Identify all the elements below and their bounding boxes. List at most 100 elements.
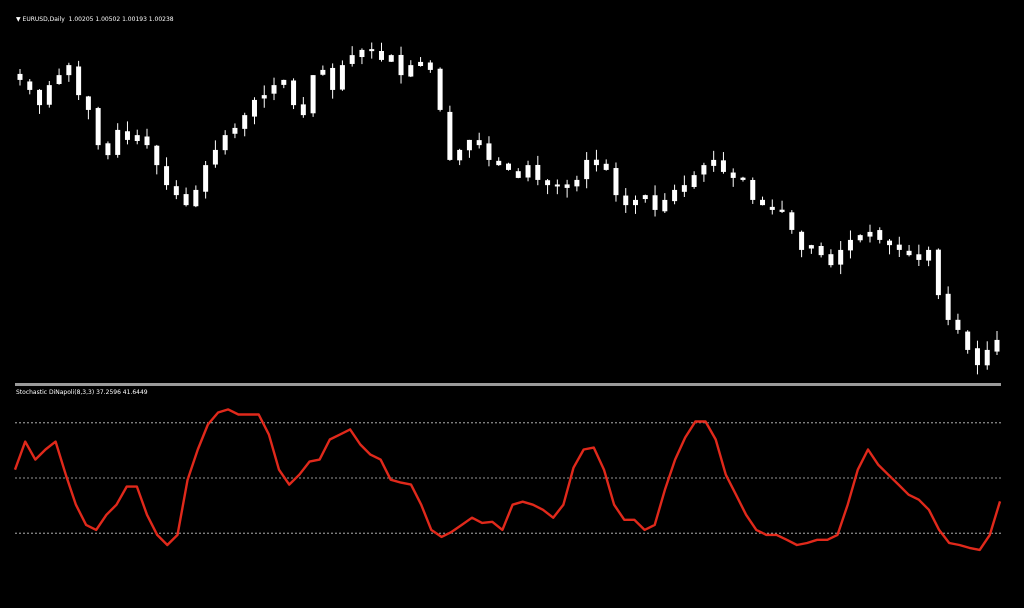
candle-body bbox=[593, 159, 599, 166]
candle-body bbox=[398, 54, 404, 76]
candle bbox=[642, 194, 648, 203]
candle bbox=[799, 230, 805, 258]
candle-body bbox=[466, 139, 472, 151]
candle-body bbox=[584, 159, 590, 180]
candle bbox=[486, 136, 492, 167]
candle-body bbox=[935, 249, 941, 296]
candle bbox=[193, 185, 199, 208]
candle-body bbox=[642, 195, 648, 200]
candle bbox=[847, 230, 853, 259]
candle bbox=[242, 112, 248, 137]
candle bbox=[789, 210, 795, 234]
candle-body bbox=[17, 73, 23, 80]
candle bbox=[779, 200, 785, 213]
candle bbox=[76, 60, 82, 100]
candle-body bbox=[281, 79, 287, 85]
candle bbox=[212, 140, 218, 168]
candle-body bbox=[808, 245, 814, 249]
candle-body bbox=[672, 189, 678, 202]
candle-body bbox=[974, 348, 980, 366]
candle bbox=[994, 331, 1000, 356]
candle-body bbox=[681, 185, 687, 192]
candle bbox=[945, 286, 951, 326]
candle bbox=[27, 79, 33, 95]
candle-body bbox=[769, 206, 775, 210]
candle-body bbox=[662, 199, 668, 212]
panel-separator[interactable] bbox=[15, 383, 1001, 386]
candle-body bbox=[916, 254, 922, 260]
stochastic-levels bbox=[15, 422, 1001, 534]
candle bbox=[457, 148, 463, 166]
candle-body bbox=[506, 163, 511, 170]
candle-body bbox=[877, 230, 883, 240]
candle bbox=[828, 249, 834, 268]
ohlc-values: 1.00205 1.00502 1.00193 1.00238 bbox=[68, 16, 174, 23]
candle bbox=[857, 234, 863, 243]
candle bbox=[877, 227, 883, 244]
candle-body bbox=[154, 145, 160, 166]
candle bbox=[164, 157, 170, 190]
candle-body bbox=[349, 55, 355, 64]
candle-body bbox=[222, 135, 228, 151]
candle-body bbox=[193, 189, 199, 207]
candle bbox=[388, 54, 394, 62]
candle-body bbox=[838, 249, 844, 265]
candle bbox=[623, 188, 629, 213]
candle bbox=[173, 180, 179, 200]
candle-body bbox=[887, 240, 893, 246]
candle bbox=[437, 67, 443, 112]
candle-body bbox=[554, 184, 560, 187]
candle-body bbox=[85, 96, 91, 110]
candle-body bbox=[730, 172, 736, 178]
candle bbox=[916, 244, 922, 267]
candle-body bbox=[896, 244, 902, 250]
candle-body bbox=[212, 149, 218, 165]
candle-body bbox=[173, 186, 179, 196]
candle bbox=[232, 123, 238, 139]
candle-body bbox=[789, 212, 795, 230]
candle bbox=[906, 244, 912, 257]
candle-body bbox=[965, 331, 971, 350]
candle bbox=[320, 65, 326, 76]
candle bbox=[584, 152, 590, 189]
candle-body bbox=[134, 135, 140, 141]
candle-body bbox=[515, 171, 521, 178]
candle bbox=[711, 150, 717, 172]
candle-body bbox=[623, 195, 629, 206]
candle bbox=[769, 199, 775, 215]
candle bbox=[398, 46, 404, 84]
candle-body bbox=[37, 89, 43, 106]
candle bbox=[330, 63, 336, 99]
candle bbox=[466, 139, 472, 158]
candle-body bbox=[330, 67, 336, 90]
candle bbox=[681, 175, 687, 197]
candle bbox=[261, 85, 267, 108]
candle bbox=[378, 42, 384, 62]
candle bbox=[251, 97, 257, 125]
candle-body bbox=[926, 249, 932, 261]
candle-body bbox=[486, 143, 492, 160]
candle bbox=[652, 185, 658, 217]
candle bbox=[56, 68, 62, 85]
candle bbox=[115, 123, 121, 158]
candle bbox=[183, 187, 189, 207]
candle bbox=[730, 168, 736, 187]
candle bbox=[222, 130, 228, 155]
candle bbox=[926, 246, 932, 267]
triangle-down-icon[interactable]: ▼ bbox=[16, 16, 21, 23]
candle bbox=[408, 60, 414, 78]
stochastic-line bbox=[13, 408, 1002, 552]
candle-body bbox=[388, 55, 394, 62]
candle-body bbox=[906, 250, 912, 256]
indicator-title: Stochastic DiNapoli(8,3,3) 37.2596 41.64… bbox=[16, 389, 148, 396]
candle bbox=[613, 162, 619, 202]
candle-body bbox=[652, 195, 658, 210]
candle-body bbox=[691, 175, 697, 187]
candle-body bbox=[76, 66, 82, 96]
candle bbox=[281, 79, 287, 89]
candle bbox=[633, 195, 639, 214]
candle bbox=[85, 95, 91, 120]
candle-body bbox=[369, 49, 375, 52]
candle bbox=[554, 179, 560, 195]
